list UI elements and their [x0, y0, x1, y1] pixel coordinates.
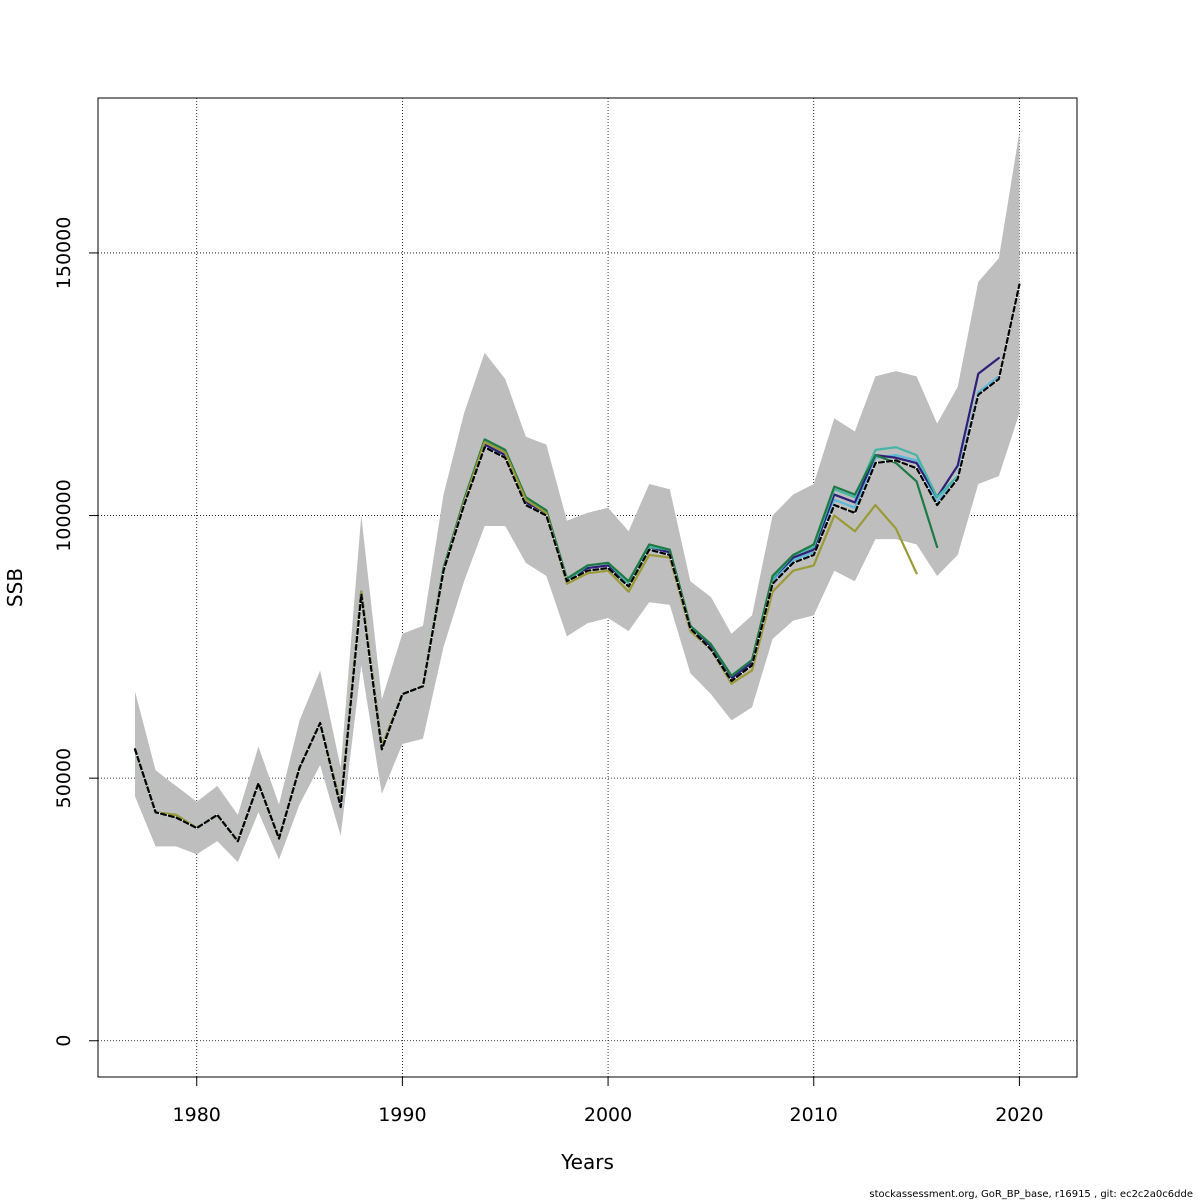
confidence-band-layer: [135, 132, 1020, 863]
x-tick-label: 1990: [378, 1104, 426, 1126]
y-tick-label: 100000: [53, 479, 75, 552]
x-tick-label: 2000: [584, 1104, 632, 1126]
x-tick-label: 2020: [995, 1104, 1043, 1126]
series-line: [133, 283, 1021, 843]
x-tick-label: 1980: [173, 1104, 221, 1126]
y-tick-label: 0: [53, 1035, 75, 1047]
x-tick-label: 2010: [790, 1104, 838, 1126]
series-layer: [133, 283, 1021, 843]
x-axis-title: Years: [560, 1150, 614, 1174]
axes: 1980 1990 2000 2010 2020 0 50000 100000 150000: [53, 217, 1044, 1126]
y-tick-label: 150000: [53, 217, 75, 290]
plot-frame: [97, 97, 1078, 1078]
confidence-band: [135, 132, 1020, 863]
footer-caption: stockassessment.org, GoR_BP_base, r16915…: [869, 1189, 1193, 1200]
y-tick-label: 50000: [53, 748, 75, 808]
y-axis-title: SSB: [3, 568, 27, 607]
